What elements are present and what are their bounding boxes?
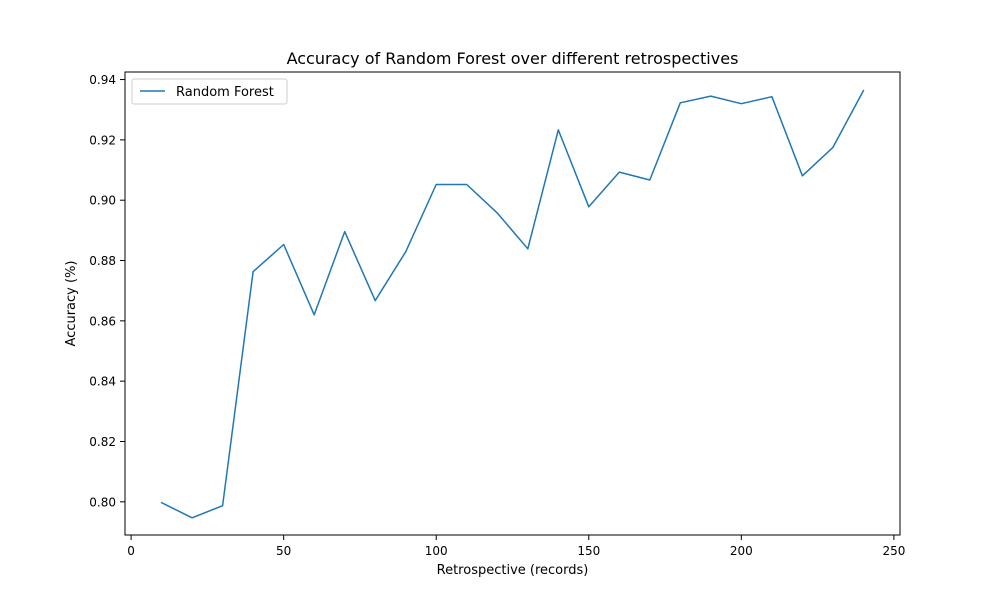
series-line-random-forest <box>160 89 865 519</box>
x-axis: 0 50 100 150 200 250 <box>127 535 905 558</box>
legend-box <box>131 78 288 105</box>
y-axis: 0.80 0.82 0.84 0.86 0.88 0.90 0.92 0.94 <box>89 73 125 509</box>
y-tick-label: 0.82 <box>89 435 116 449</box>
x-tick-label: 100 <box>425 544 448 558</box>
chart-title: Accuracy of Random Forest over different… <box>287 49 739 68</box>
y-tick-label: 0.92 <box>89 133 116 147</box>
plot-frame <box>124 71 901 536</box>
x-tick-label: 200 <box>730 544 753 558</box>
y-tick-label: 0.80 <box>89 495 116 509</box>
y-tick-label: 0.86 <box>89 314 116 328</box>
x-axis-label: Retrospective (records) <box>437 563 589 578</box>
y-tick-label: 0.90 <box>89 194 116 208</box>
x-tick-label: 50 <box>276 544 291 558</box>
x-tick-label: 0 <box>127 544 135 558</box>
series-layer <box>160 89 865 519</box>
y-tick-label: 0.88 <box>89 254 116 268</box>
legend: Random Forest <box>131 78 288 105</box>
x-tick-label: 250 <box>882 544 905 558</box>
legend-label: Random Forest <box>176 85 274 100</box>
x-tick-label: 150 <box>577 544 600 558</box>
y-tick-label: 0.94 <box>89 73 116 87</box>
y-tick-label: 0.84 <box>89 375 116 389</box>
plot-area <box>125 72 900 535</box>
y-axis-label: Accuracy (%) <box>64 261 79 347</box>
